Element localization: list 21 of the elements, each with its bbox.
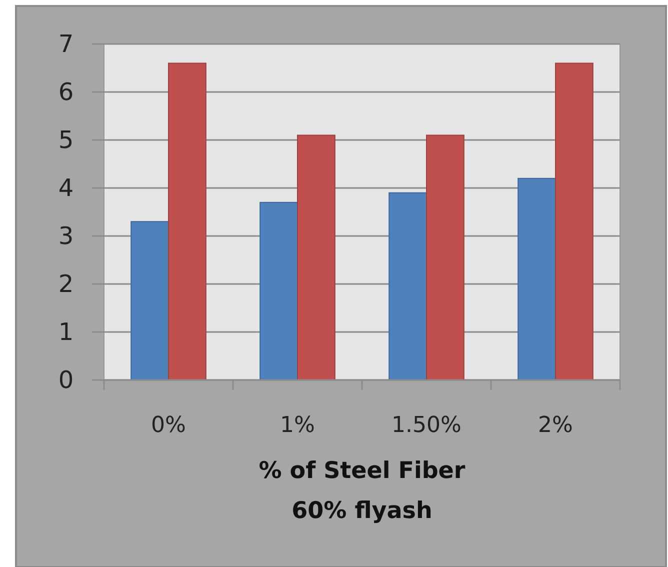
bar [168, 62, 206, 380]
x-tick-label: 1% [280, 413, 315, 438]
bar [260, 202, 298, 380]
bar [130, 221, 169, 380]
y-tick-label: 2 [58, 270, 74, 298]
x-tick-label: 2% [538, 413, 573, 438]
x-tick-label: 0% [151, 413, 186, 438]
y-tick-label: 3 [58, 222, 74, 250]
bar [297, 134, 336, 380]
y-tick-label: 5 [58, 126, 74, 154]
y-tick-label: 1 [58, 318, 74, 346]
x-axis-title: % of Steel Fiber 60% flyash [258, 458, 466, 524]
x-tick-label: 1.50% [392, 413, 462, 438]
bar [555, 62, 594, 380]
bar [426, 134, 464, 380]
y-tick-label: 0 [58, 366, 74, 394]
y-tick-label: 7 [58, 30, 74, 58]
y-tick-label: 4 [58, 174, 74, 202]
bar [388, 192, 427, 380]
bar [518, 178, 556, 380]
y-tick-label: 6 [58, 78, 74, 106]
